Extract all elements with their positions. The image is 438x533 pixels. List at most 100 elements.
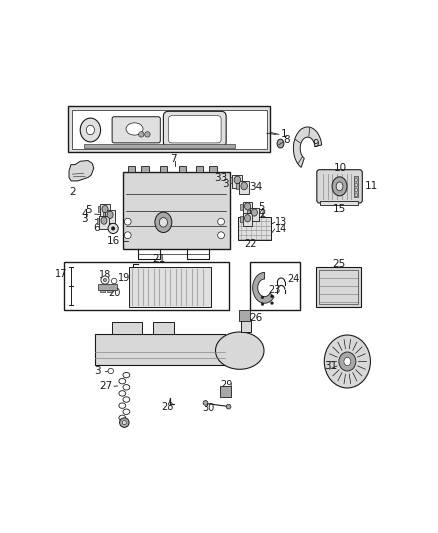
Ellipse shape [332, 177, 347, 196]
Bar [196, 166, 203, 172]
Ellipse shape [234, 176, 240, 184]
Bar [250, 262, 300, 310]
Ellipse shape [355, 184, 357, 187]
Ellipse shape [108, 368, 113, 374]
Ellipse shape [111, 227, 115, 230]
Bar [220, 386, 231, 397]
Ellipse shape [244, 203, 251, 210]
Polygon shape [253, 272, 274, 303]
Text: 11: 11 [364, 181, 378, 191]
Text: 16: 16 [107, 236, 120, 246]
Text: 6: 6 [93, 223, 99, 233]
Ellipse shape [124, 232, 131, 239]
Ellipse shape [120, 418, 129, 427]
FancyBboxPatch shape [112, 117, 160, 143]
Text: 10: 10 [333, 163, 346, 173]
Bar [247, 210, 250, 216]
Ellipse shape [261, 303, 264, 305]
Text: 8: 8 [283, 135, 290, 145]
Ellipse shape [324, 335, 371, 388]
Bar [112, 322, 141, 334]
Bar [95, 334, 226, 365]
Text: 15: 15 [333, 204, 346, 214]
Text: 1: 1 [280, 130, 287, 140]
Ellipse shape [336, 182, 343, 191]
Ellipse shape [111, 278, 117, 284]
Bar [243, 201, 252, 214]
Ellipse shape [138, 132, 144, 137]
Text: 24: 24 [287, 274, 300, 284]
Bar [243, 214, 252, 227]
Text: 30: 30 [202, 403, 214, 413]
Polygon shape [69, 160, 94, 181]
Text: 31: 31 [324, 361, 337, 372]
Ellipse shape [241, 182, 247, 190]
Bar [98, 206, 100, 213]
Text: 14: 14 [276, 224, 288, 234]
Text: 23: 23 [268, 285, 280, 295]
Bar [105, 210, 115, 223]
Ellipse shape [122, 421, 127, 425]
Ellipse shape [107, 211, 113, 219]
Bar [239, 181, 249, 195]
Text: 12: 12 [255, 209, 268, 219]
Bar [102, 212, 105, 218]
Text: 4: 4 [259, 208, 265, 218]
Bar [240, 215, 243, 222]
Ellipse shape [155, 212, 172, 232]
Ellipse shape [271, 302, 273, 304]
Text: 33: 33 [215, 173, 228, 183]
Text: 19: 19 [117, 273, 130, 282]
Bar [72, 110, 267, 149]
Bar [237, 183, 239, 189]
Text: 26: 26 [249, 313, 262, 324]
Ellipse shape [103, 278, 107, 282]
Text: 3: 3 [81, 214, 88, 224]
Bar [128, 166, 135, 172]
Ellipse shape [339, 352, 356, 371]
Text: 22: 22 [245, 239, 257, 249]
Ellipse shape [251, 209, 258, 216]
Text: 5: 5 [85, 205, 92, 215]
Bar [354, 176, 358, 197]
Bar [179, 166, 186, 172]
Ellipse shape [226, 404, 231, 409]
Bar [107, 289, 113, 292]
Text: 2: 2 [69, 187, 76, 197]
Bar [84, 143, 235, 148]
Bar [100, 204, 110, 217]
Bar [316, 267, 361, 307]
Text: 13: 13 [276, 217, 288, 227]
Ellipse shape [218, 218, 225, 225]
Text: 20: 20 [108, 288, 121, 298]
Ellipse shape [355, 189, 357, 191]
Ellipse shape [126, 123, 143, 135]
Bar [130, 268, 211, 306]
Text: 3: 3 [222, 179, 229, 189]
Bar [123, 172, 230, 249]
Bar [239, 310, 250, 321]
Ellipse shape [344, 358, 351, 366]
FancyBboxPatch shape [163, 111, 226, 147]
Bar [99, 216, 109, 229]
Bar [100, 289, 105, 292]
Ellipse shape [101, 276, 109, 284]
Bar [238, 217, 271, 240]
Ellipse shape [218, 232, 225, 239]
Ellipse shape [86, 125, 95, 135]
Bar [152, 322, 173, 334]
Bar [141, 166, 149, 172]
Bar [209, 166, 217, 172]
Bar [240, 204, 243, 210]
Text: 5: 5 [258, 203, 264, 212]
Text: 34: 34 [249, 182, 262, 192]
Bar [96, 218, 99, 224]
Ellipse shape [271, 295, 273, 297]
Ellipse shape [108, 223, 118, 233]
Text: 3: 3 [240, 220, 246, 230]
Bar [319, 270, 358, 304]
Ellipse shape [145, 132, 150, 137]
Text: 4: 4 [81, 209, 88, 219]
Ellipse shape [101, 217, 107, 224]
Ellipse shape [355, 179, 357, 181]
